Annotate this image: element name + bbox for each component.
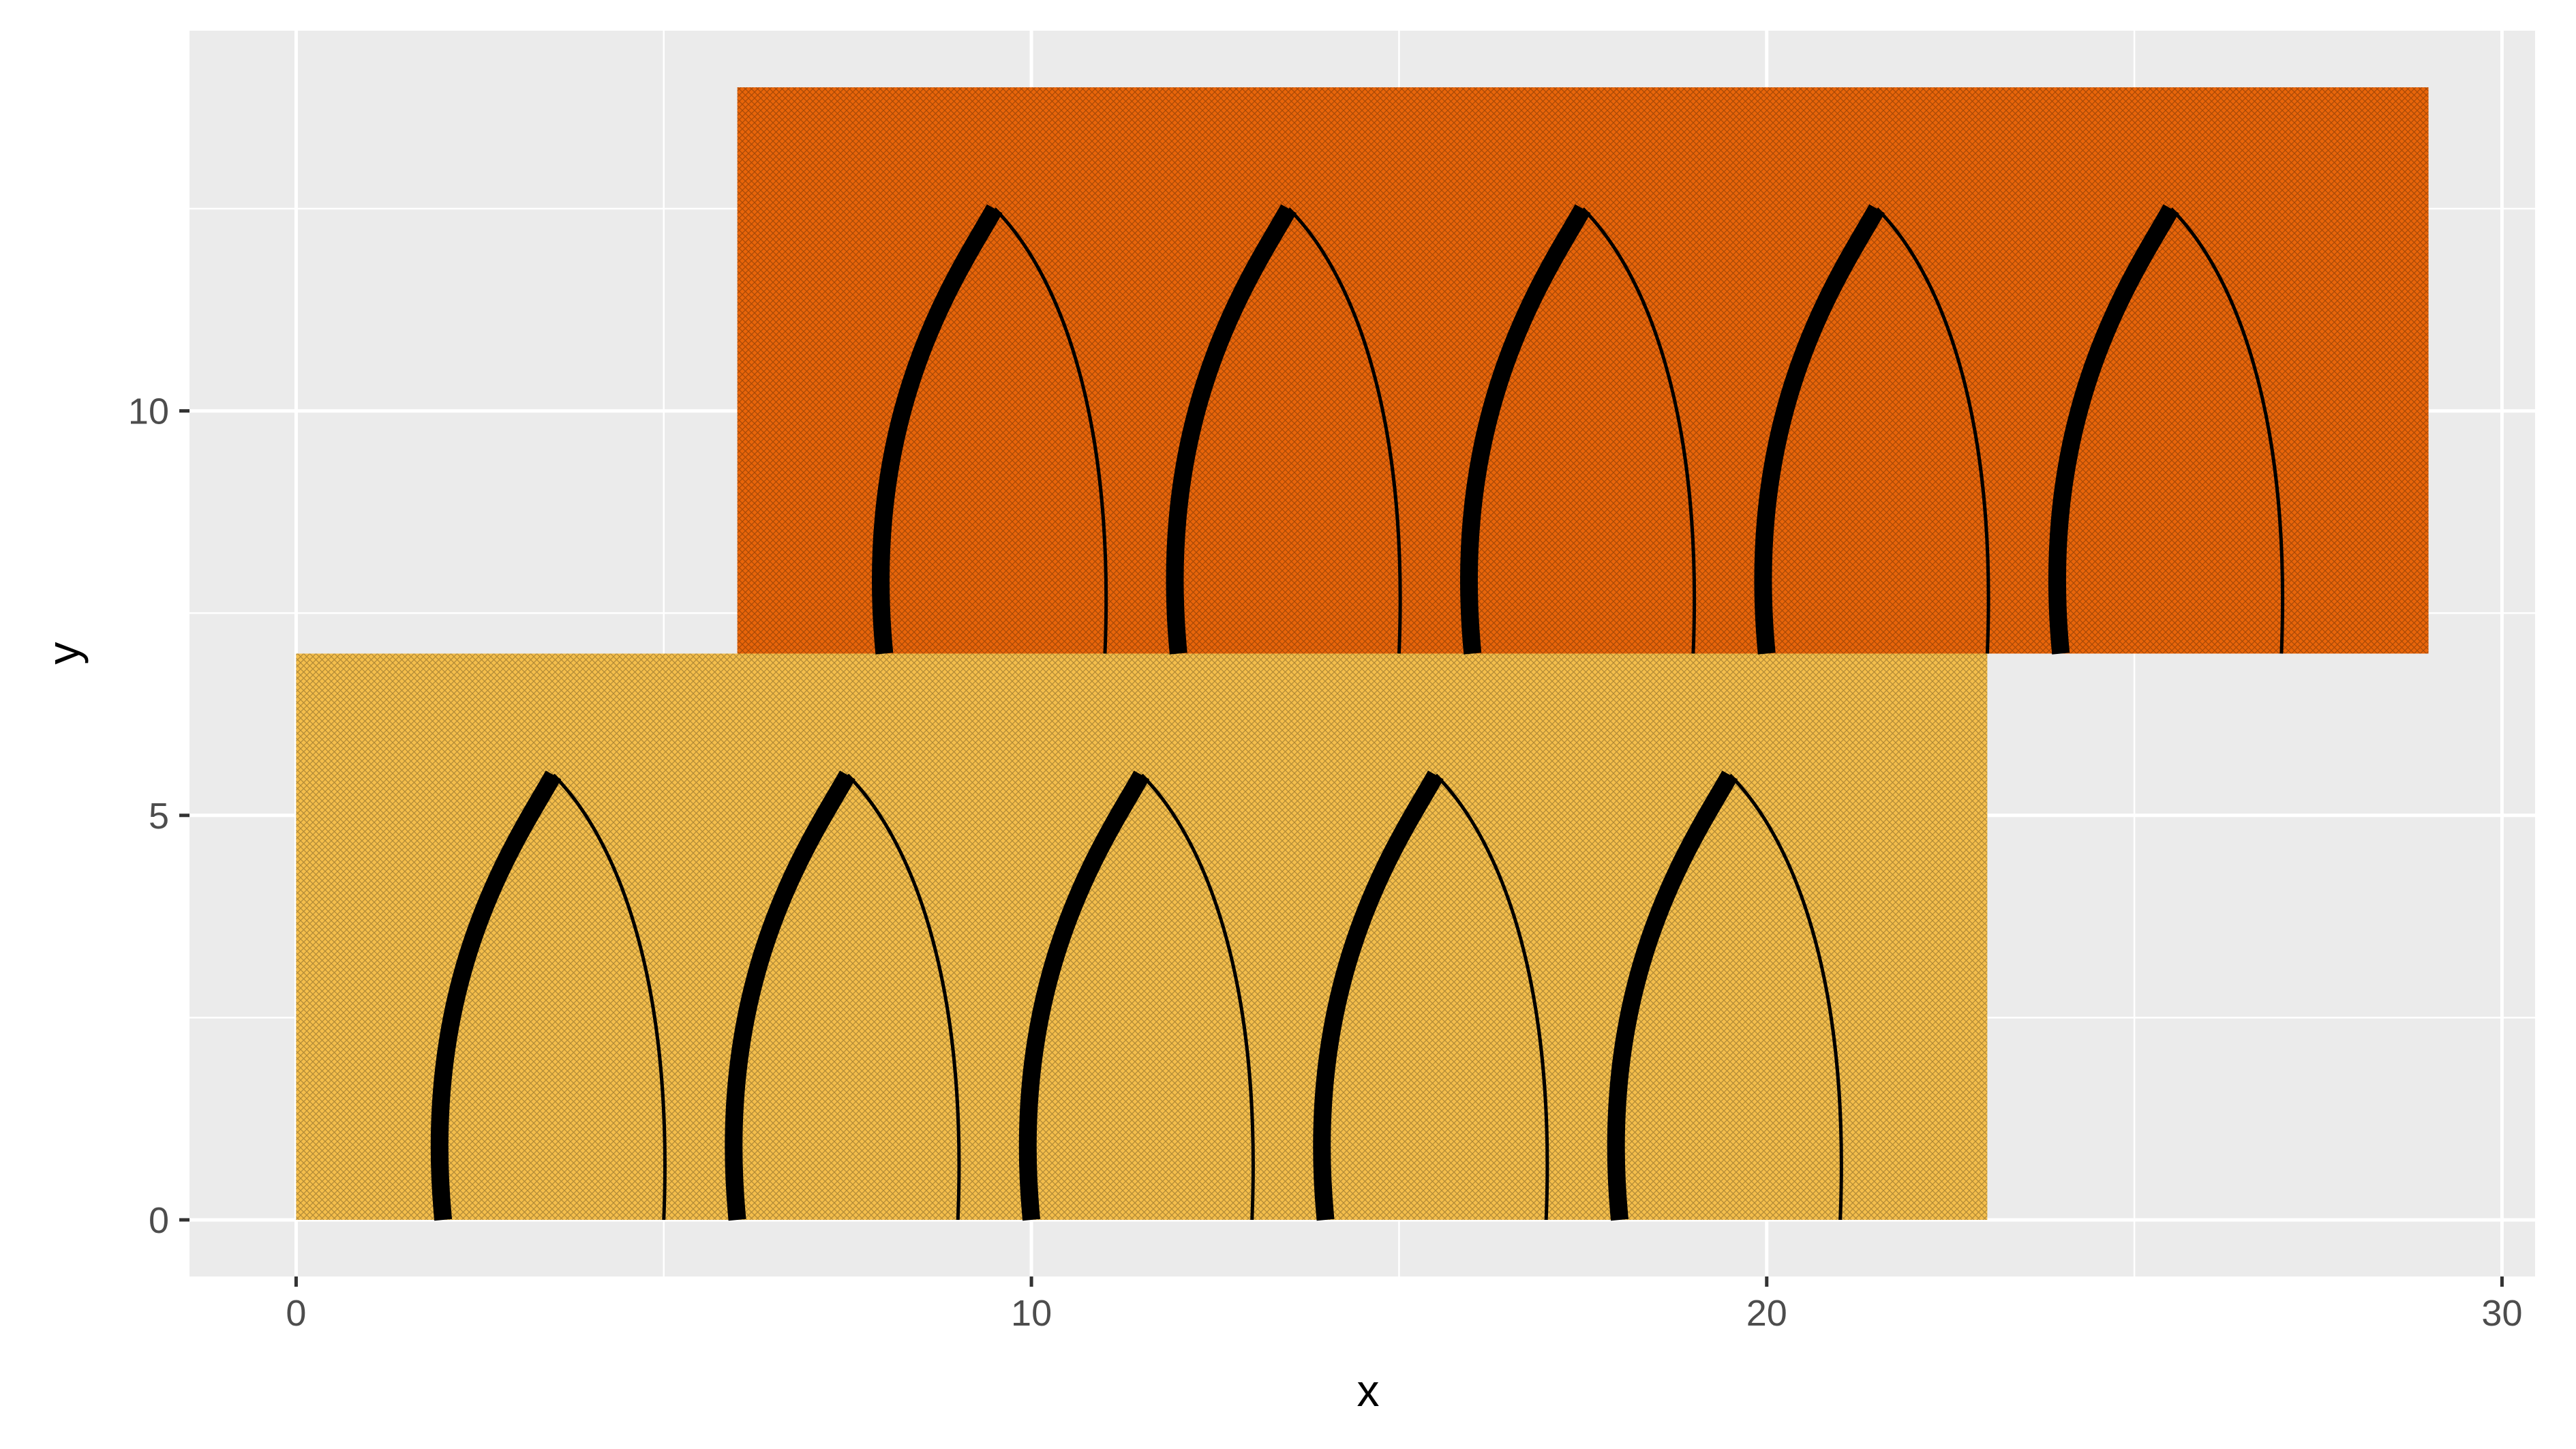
curve-5 — [1607, 771, 1843, 1221]
curve-10 — [2048, 204, 2285, 655]
curve-right-stroke — [1287, 207, 1402, 654]
curve-right-stroke — [552, 773, 667, 1221]
x-axis-title: x — [1357, 1365, 1380, 1416]
curve-right-stroke — [993, 207, 1108, 654]
curve-left-stroke — [1607, 771, 1738, 1221]
curve-left-stroke — [725, 771, 855, 1221]
curve-right-stroke — [1140, 773, 1255, 1221]
x-tick-label: 30 — [2481, 1293, 2522, 1334]
curve-6 — [872, 204, 1108, 655]
curve-4 — [1313, 771, 1549, 1221]
curve-left-stroke — [2048, 204, 2179, 655]
curve-left-stroke — [1754, 204, 1885, 655]
curve-7 — [1166, 204, 1402, 655]
curve-left-stroke — [872, 204, 1003, 655]
curve-right-stroke — [2170, 207, 2285, 654]
curve-right-stroke — [1729, 773, 1843, 1221]
y-tick-label: 10 — [128, 391, 169, 432]
curve-right-stroke — [1581, 207, 1697, 654]
curve-left-stroke — [1166, 204, 1297, 655]
curve-1 — [430, 771, 667, 1221]
curve-9 — [1754, 204, 1990, 655]
rect-1 — [296, 653, 1988, 1220]
x-tick-label: 20 — [1746, 1293, 1787, 1334]
curve-left-stroke — [430, 771, 562, 1221]
y-axis-title: y — [38, 642, 89, 665]
axes: 0 10 20 30 0 5 10 — [128, 391, 2523, 1334]
rect-layer — [296, 87, 2429, 1220]
curve-left-stroke — [1313, 771, 1444, 1221]
curve-3 — [1018, 771, 1255, 1221]
curve-layer — [430, 204, 2285, 1221]
y-tick-label: 5 — [149, 796, 169, 837]
curve-2 — [725, 771, 961, 1221]
y-tick-label: 0 — [149, 1200, 169, 1241]
curve-right-stroke — [1875, 207, 1990, 654]
x-tick-label: 0 — [286, 1293, 306, 1334]
rect-2 — [737, 87, 2429, 654]
curve-right-stroke — [1434, 773, 1549, 1221]
x-tick-label: 10 — [1011, 1293, 1052, 1334]
curve-left-stroke — [1018, 771, 1150, 1221]
curve-8 — [1459, 204, 1697, 655]
curve-left-stroke — [1459, 204, 1591, 655]
curve-right-stroke — [846, 773, 961, 1221]
